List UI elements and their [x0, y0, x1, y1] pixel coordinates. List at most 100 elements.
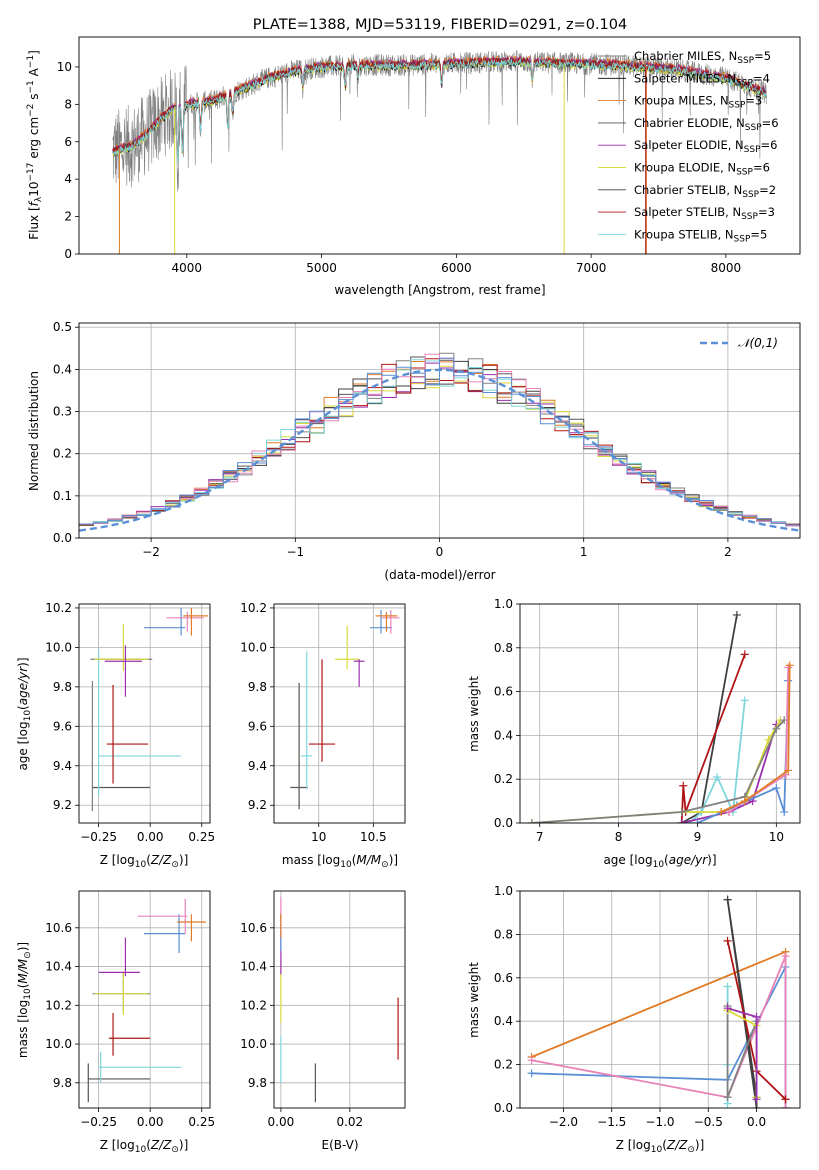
plot-area: [90, 607, 208, 812]
x-tick-label: 8: [615, 830, 623, 844]
y-tick-label: 10.0: [45, 640, 72, 654]
y-tick-label: 0.2: [53, 447, 72, 461]
x-tick-label: 2: [724, 545, 732, 559]
legend-entry: Chabrier ELODIE, NSSP=6: [634, 116, 779, 133]
mass-vs-ebv-x-label: E(B-V): [321, 1138, 358, 1152]
weight-marker: [781, 952, 790, 961]
y-tick-label: 10: [57, 60, 72, 74]
label-part: SSP: [737, 56, 754, 66]
label-part: erg cm: [27, 117, 41, 163]
label-part: age/yr: [669, 853, 708, 867]
legend-entry: 𝒩(0,1): [738, 336, 778, 350]
y-tick-label: 0.1: [53, 489, 72, 503]
weight-marker: [725, 808, 734, 817]
label-part: Chabrier MILES, N: [634, 49, 737, 63]
x-tick-label: 0.00: [268, 1115, 295, 1129]
weight-marker: [679, 781, 688, 790]
weight-marker: [713, 773, 722, 782]
spectrum-title: PLATE=1388, MJD=53119, FIBERID=0291, z=0…: [253, 17, 627, 33]
y-tick-label: 10.6: [45, 921, 72, 935]
x-tick-label: 4000: [172, 261, 203, 275]
label-part: Z/Z: [666, 1138, 688, 1152]
label-part: )]: [179, 1138, 188, 1152]
y-tick-label: 0.4: [53, 362, 72, 376]
x-tick-label: −0.5: [694, 1115, 723, 1129]
y-tick-label: 9.2: [53, 798, 72, 812]
y-tick-label: 10.4: [45, 960, 72, 974]
label-part: −2: [26, 104, 36, 117]
label-part: −17: [26, 162, 36, 181]
y-tick-label: 10.2: [240, 601, 267, 615]
label-part: 10: [135, 1145, 147, 1155]
weight-vs-z-panel: −2.0 −1.5 −1.0 −0.5 0.0 0.0 0.2 0.4 0.6 0.8 1.0: [494, 884, 801, 1129]
residual-x-label: (data-model)/error: [384, 568, 495, 582]
label-part: (: [146, 1138, 151, 1152]
model-spectrum-line: [112, 57, 767, 160]
model-spectrum-line: [112, 56, 767, 156]
label-part: SSP: [736, 78, 753, 88]
label-part: mass [log: [282, 853, 340, 867]
label-part: ⊙: [687, 1145, 695, 1155]
legend-entry: Chabrier MILES, NSSP=5: [634, 49, 771, 66]
mass-vs-ebv-panel: 0.00 0.02 9.8 10.0 10.2 10.4 10.6: [240, 890, 406, 1129]
label-part: Z/Z: [150, 1138, 172, 1152]
label-part: ⊙: [381, 860, 389, 870]
weight-marker: [527, 1069, 536, 1078]
x-tick-label: 0.25: [188, 1115, 215, 1129]
label-part: ⊙: [171, 860, 179, 870]
weight-marker: [732, 610, 741, 619]
y-tick-label: 0.0: [494, 1101, 513, 1115]
label-part: ]: [27, 50, 41, 55]
y-tick-label: 0.3: [53, 405, 72, 419]
label-part: SSP: [736, 168, 753, 178]
y-tick-label: 0: [64, 247, 72, 261]
y-tick-label: 0.6: [494, 685, 513, 699]
plot-area: [527, 895, 790, 1108]
label-part: 10: [27, 181, 41, 196]
label-part: s: [27, 93, 41, 103]
label-part: (: [16, 705, 30, 710]
legend-entry: Kroupa STELIB, NSSP=5: [634, 227, 767, 244]
label-part: ⊙: [171, 1145, 179, 1155]
weight-marker: [723, 1093, 732, 1102]
label-part: )]: [179, 853, 188, 867]
label-part: (: [664, 853, 669, 867]
weight-marker: [723, 936, 732, 945]
weight-marker: [723, 982, 732, 991]
weight-marker: [752, 1104, 761, 1108]
weight-marker: [740, 797, 749, 806]
weight-marker: [781, 1104, 790, 1108]
age-vs-mass-panel: 10 10.5 9.2 9.4 9.6 9.8 10.0 10.2: [240, 601, 406, 844]
weight-marker: [717, 808, 726, 817]
x-tick-label: 0.00: [137, 1115, 164, 1129]
axes-frame: [273, 890, 406, 1109]
label-part: −1: [26, 80, 36, 93]
weight-marker: [752, 1095, 761, 1104]
x-tick-label: 10.5: [360, 830, 387, 844]
weight-vs-age-panel: 7 8 9 10 0.0 0.2 0.4 0.6 0.8 1.0: [494, 597, 801, 844]
label-part: (: [352, 853, 357, 867]
label-part: )]: [16, 942, 30, 951]
weight-vs-z-y-label: mass weight: [467, 962, 481, 1038]
weight-marker: [785, 661, 794, 670]
histogram-step: [79, 357, 800, 528]
plot-area: [87, 898, 206, 1103]
y-tick-label: 0.0: [53, 531, 72, 545]
label-part: SSP: [742, 190, 759, 200]
label-part: =5: [750, 227, 767, 241]
x-tick-label: 6000: [441, 261, 472, 275]
legend-entry: Salpeter ELODIE, NSSP=6: [634, 138, 777, 155]
weight-vs-age-x-label: age [log10(age/yr)]: [603, 853, 716, 870]
weight-marker: [752, 1012, 761, 1021]
x-tick-label: 0.0: [747, 1115, 766, 1129]
axes-frame: [78, 603, 211, 824]
x-tick-label: 0: [436, 545, 444, 559]
y-tick-label: 2: [64, 210, 72, 224]
weight-marker: [693, 819, 702, 823]
label-part: mass [log: [16, 1000, 30, 1058]
weight-marker: [740, 696, 749, 705]
label-part: =3: [758, 205, 775, 219]
weight-marker: [677, 808, 686, 817]
age-vs-z-panel: −0.25 0.00 0.25 9.2 9.4 9.6 9.8 10.0 10.2: [45, 601, 215, 844]
label-part: SSP: [744, 145, 761, 155]
